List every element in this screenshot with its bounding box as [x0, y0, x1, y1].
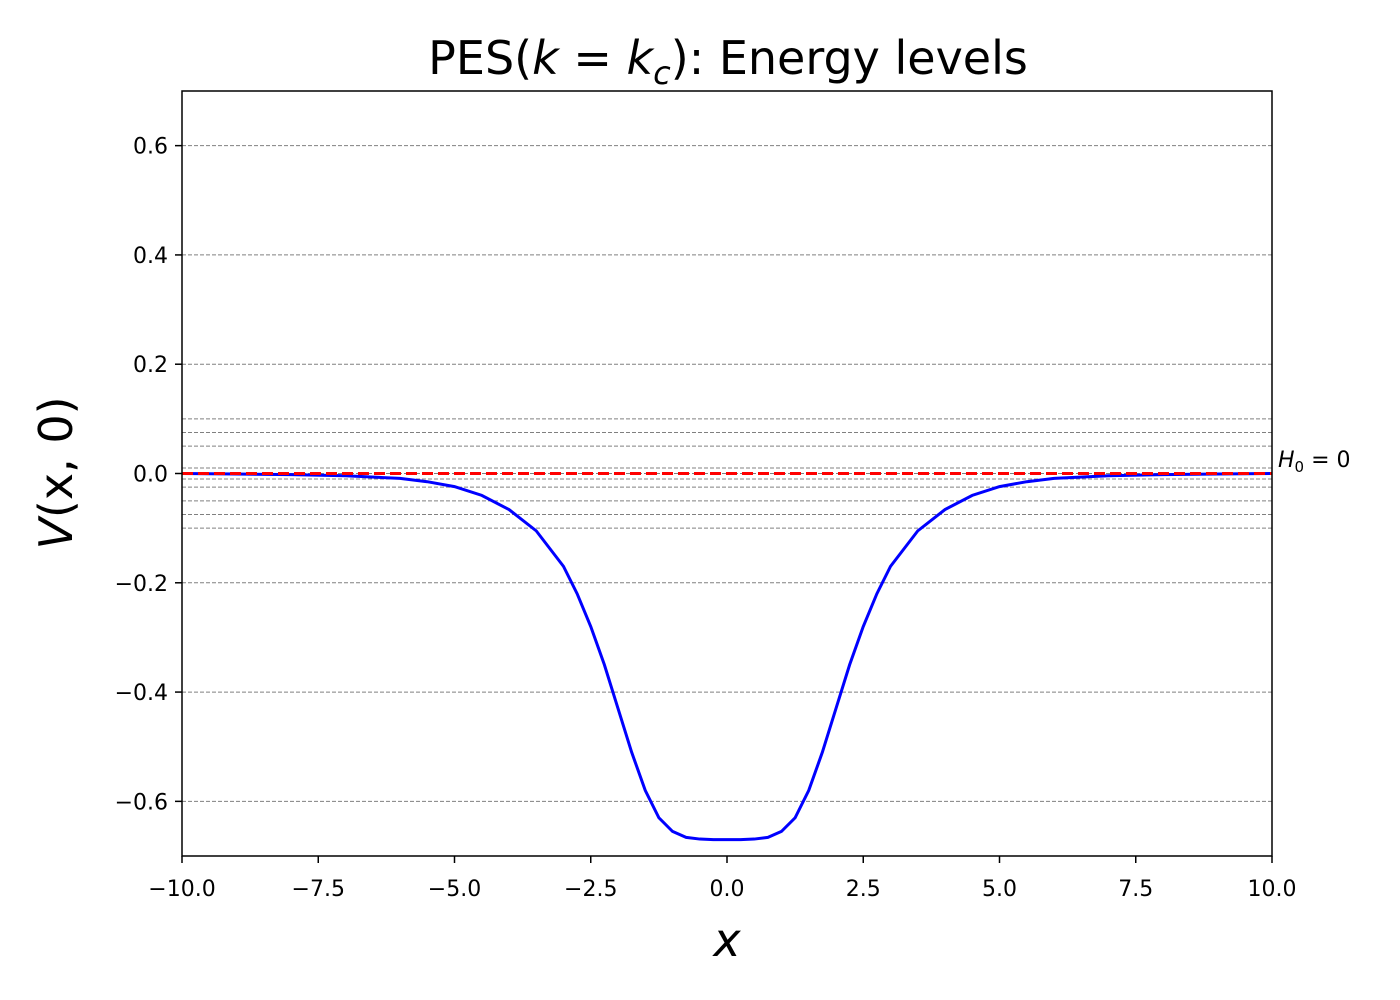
y-tick-label: −0.2 [115, 572, 168, 597]
y-tick-label: 0.6 [133, 135, 168, 160]
x-tick-label: 5.0 [982, 877, 1017, 902]
h0-annotation: H0 = 0 [1278, 448, 1351, 476]
x-tick-label: 2.5 [846, 877, 881, 902]
y-tick-label: −0.4 [115, 681, 168, 706]
ticks: −10.0 −7.5 −5.0 −2.5 0.0 2.5 5.0 7.5 10.0 −0.6 −0.… [115, 135, 1297, 902]
x-tick-label: −7.5 [292, 877, 345, 902]
potential-curve [181, 472, 1273, 842]
y-tick-label: 0.4 [133, 244, 168, 269]
x-tick-label: −5.0 [428, 877, 481, 902]
y-tick-label: 0.2 [133, 353, 168, 378]
chart-title: PES(k = kc): Energy levels [428, 31, 1028, 92]
y-tick-label: 0.0 [133, 463, 168, 488]
x-axis-label: x [711, 913, 741, 967]
x-tick-label: 0.0 [710, 877, 745, 902]
plot-frame [181, 90, 1273, 857]
y-tick-label: −0.6 [115, 790, 168, 815]
y-axis-label: V(x, 0) [29, 396, 83, 549]
x-tick-label: 7.5 [1118, 877, 1153, 902]
x-tick-label: 10.0 [1248, 877, 1297, 902]
x-tick-label: −2.5 [564, 877, 617, 902]
x-tick-label: −10.0 [148, 877, 215, 902]
series-layer [181, 472, 1273, 842]
